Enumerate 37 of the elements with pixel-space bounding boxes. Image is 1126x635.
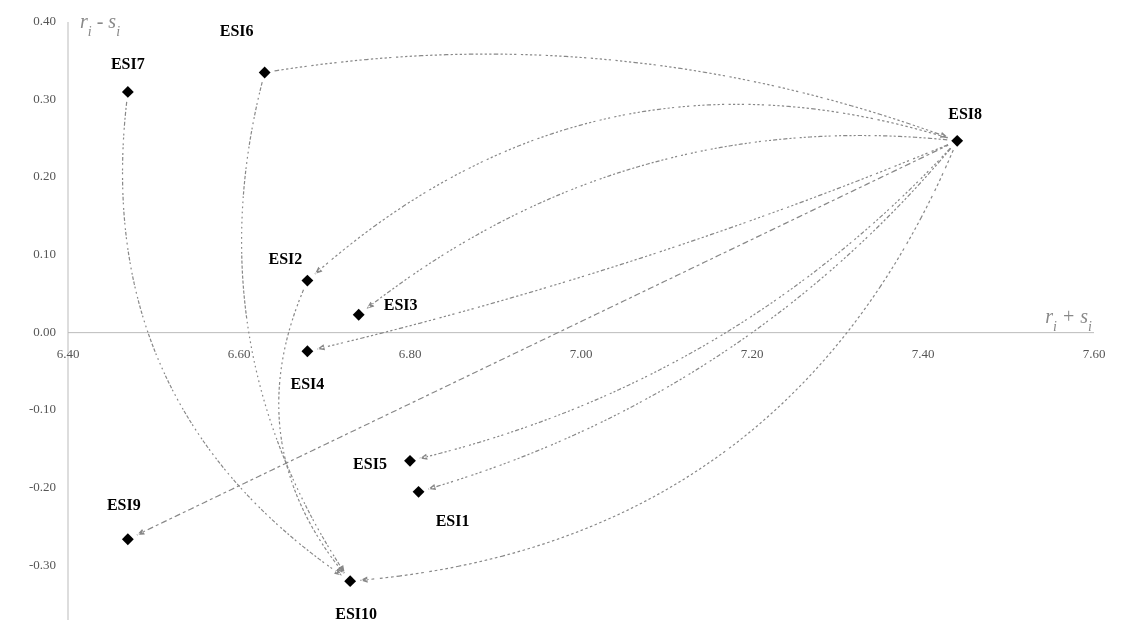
series-label: ESI10 xyxy=(335,604,378,622)
y-tick-label: -0.10 xyxy=(28,401,56,417)
point xyxy=(121,533,134,546)
y-tick-label: 0.40 xyxy=(33,12,56,28)
x-tick-label: 6.80 xyxy=(398,345,422,361)
y-tick-label: 0.30 xyxy=(33,90,56,106)
x-tick-label: 7.20 xyxy=(740,345,764,361)
series-label: ESI9 xyxy=(106,495,141,513)
y-tick-label: 0.00 xyxy=(33,323,56,339)
point xyxy=(258,66,271,79)
point xyxy=(352,308,365,321)
series-label: ESI7 xyxy=(110,54,145,72)
point xyxy=(301,274,314,287)
series-label: ESI5 xyxy=(353,455,387,473)
point xyxy=(121,85,134,98)
series-label: ESI1 xyxy=(435,511,470,529)
x-tick-label: 6.60 xyxy=(227,345,251,361)
y-tick-label: -0.30 xyxy=(28,556,56,572)
x-tick-label: 7.40 xyxy=(911,345,935,361)
point xyxy=(404,454,416,467)
y-axis-title: r$_{i}$ - s$_{i}$ xyxy=(80,10,121,39)
y-tick-label: 0.10 xyxy=(33,245,56,261)
y-tick-label: -0.20 xyxy=(28,478,56,494)
y-tick-label: 0.20 xyxy=(33,168,56,184)
x-tick-label: 6.40 xyxy=(56,345,80,361)
point xyxy=(301,345,314,358)
series-label: ESI4 xyxy=(290,374,325,392)
point xyxy=(344,575,357,588)
series-label: ESI8 xyxy=(948,105,983,123)
point xyxy=(951,134,964,147)
series-label: ESI3 xyxy=(383,296,418,314)
x-axis-title: r$_{i}$ + s$_{i}$ xyxy=(1045,304,1093,334)
series-label: ESI6 xyxy=(219,22,254,40)
x-tick-label: 7.60 xyxy=(1082,345,1106,361)
point xyxy=(412,485,425,498)
series-label: ESI2 xyxy=(268,250,303,268)
x-tick-label: 7.00 xyxy=(569,345,593,361)
